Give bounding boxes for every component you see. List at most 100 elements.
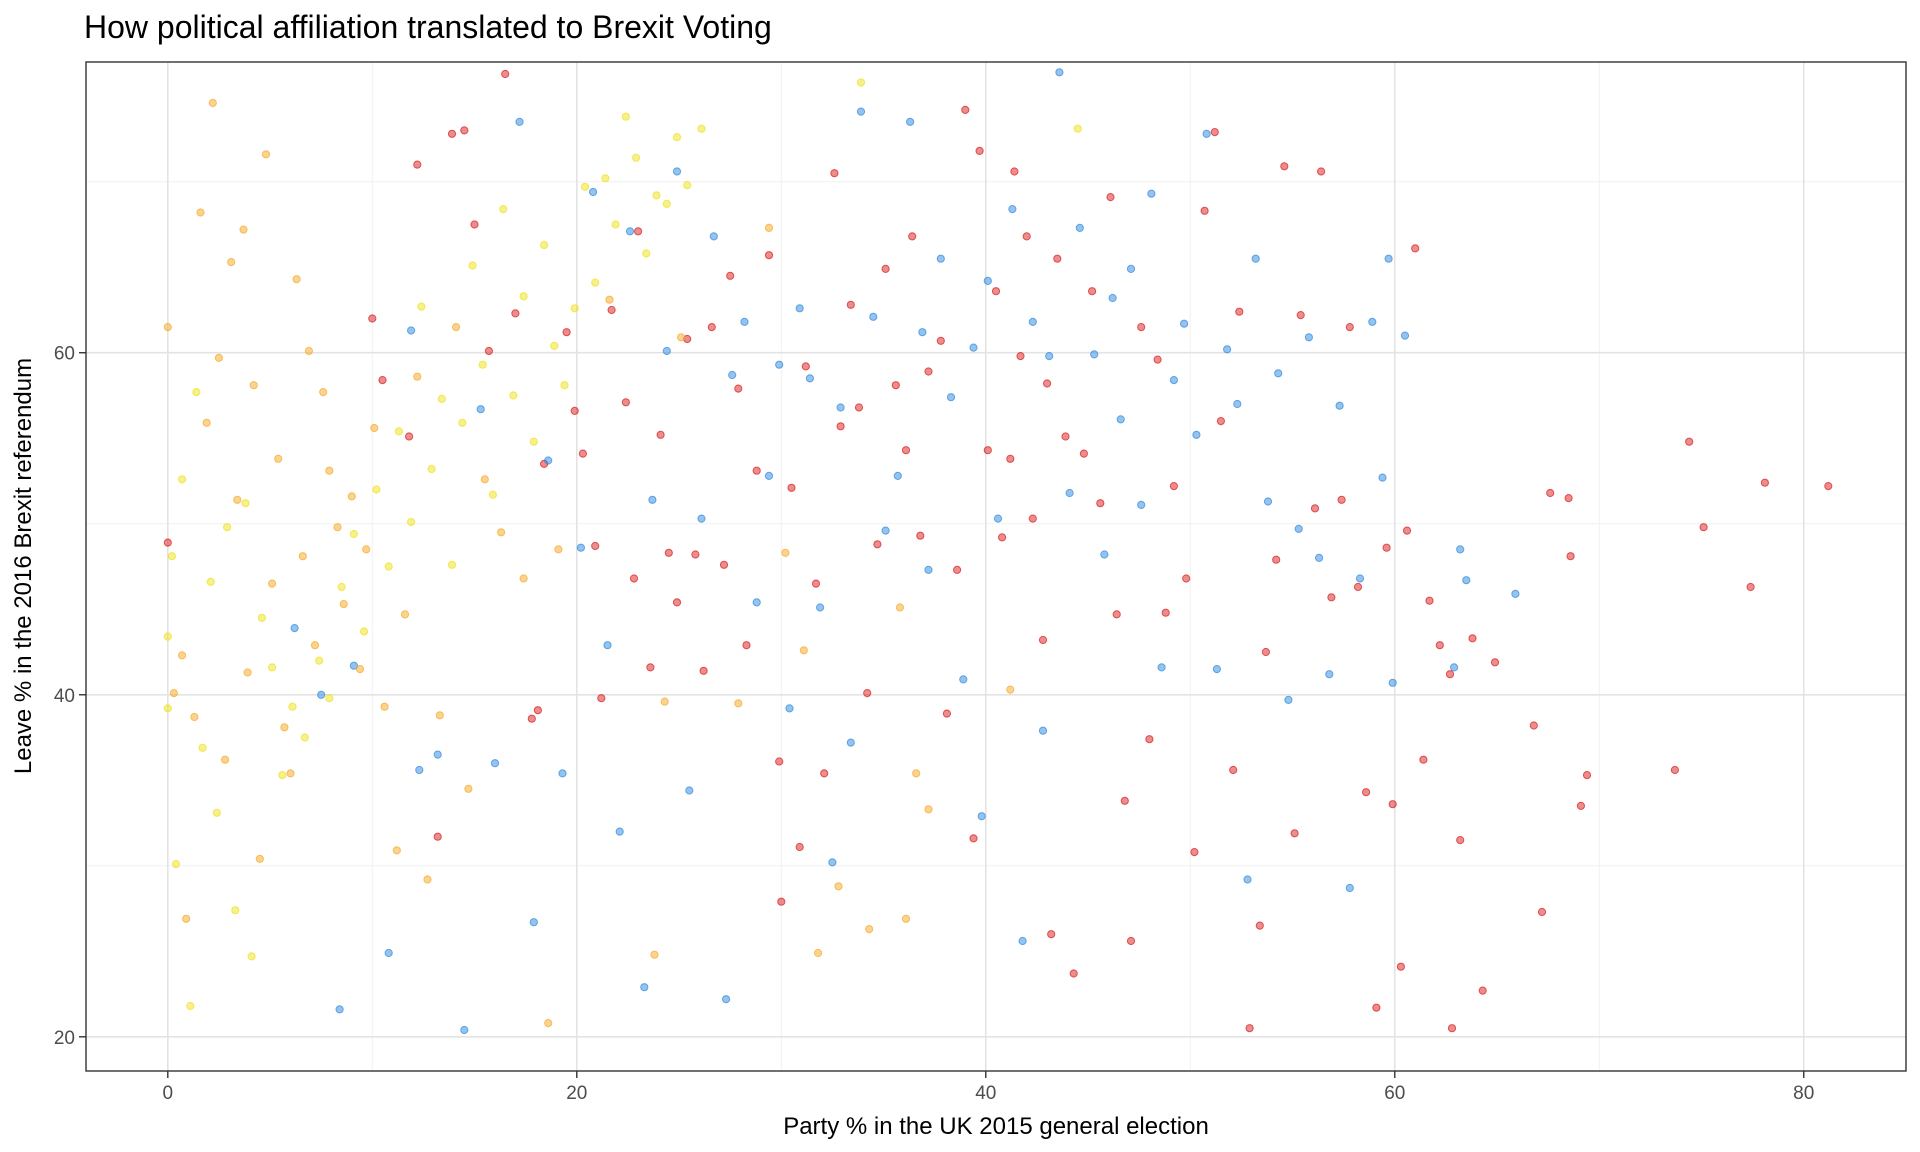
data-point-red xyxy=(991,287,1001,296)
data-point-blue xyxy=(335,1005,344,1014)
minor-gridlines xyxy=(86,62,1906,1071)
data-point-orange xyxy=(202,418,211,427)
data-point-orange xyxy=(912,769,921,778)
data-point-orange xyxy=(413,372,422,381)
data-point-blue xyxy=(1233,399,1242,409)
data-point-blue xyxy=(977,812,986,821)
data-point-yellow xyxy=(580,182,590,191)
data-point-orange xyxy=(319,388,328,397)
data-point-orange xyxy=(480,475,489,484)
data-point-orange xyxy=(261,150,271,159)
data-point-orange xyxy=(243,668,252,677)
data-point-blue xyxy=(764,471,774,480)
data-point-yellow xyxy=(206,577,215,587)
data-point-orange xyxy=(834,882,843,891)
data-point-red xyxy=(1310,504,1320,513)
data-point-red xyxy=(1435,641,1444,650)
data-point-blue xyxy=(349,661,358,670)
data-point-blue xyxy=(662,346,671,356)
data-point-blue xyxy=(936,254,945,263)
data-point-red xyxy=(801,362,810,371)
data-point-red xyxy=(1022,232,1031,241)
data-point-red xyxy=(764,251,774,260)
data-point-yellow xyxy=(178,475,187,484)
data-point-yellow xyxy=(437,394,446,403)
data-point-red xyxy=(1079,449,1089,458)
data-point-yellow xyxy=(278,771,287,780)
data-point-red xyxy=(775,757,784,766)
data-point-red xyxy=(1016,352,1025,361)
data-point-orange xyxy=(292,275,301,284)
x-tick-label: 80 xyxy=(1793,1083,1814,1104)
data-point-orange xyxy=(650,950,659,959)
data-point-red xyxy=(1216,417,1226,426)
data-point-blue xyxy=(1018,936,1027,946)
data-point-red xyxy=(1235,307,1244,316)
data-point-orange xyxy=(660,697,669,706)
data-point-red xyxy=(1210,128,1219,137)
data-point-red xyxy=(1245,1024,1254,1033)
data-point-red xyxy=(777,897,786,906)
data-point-red xyxy=(1126,936,1136,946)
data-point-blue xyxy=(648,495,657,504)
data-point-red xyxy=(811,579,821,588)
data-point-blue xyxy=(828,858,837,867)
data-point-red xyxy=(1006,454,1015,463)
data-point-blue xyxy=(846,738,855,747)
data-point-orange xyxy=(239,225,248,234)
data-point-red xyxy=(1229,765,1238,775)
data-point-red xyxy=(742,641,751,650)
data-point-red xyxy=(1447,1024,1457,1033)
data-point-blue xyxy=(1202,129,1211,138)
data-point-yellow xyxy=(509,391,518,400)
data-point-red xyxy=(1190,848,1199,857)
data-point-yellow xyxy=(247,952,256,961)
data-point-blue xyxy=(709,232,718,241)
data-point-blue xyxy=(415,765,424,775)
data-point-red xyxy=(961,105,970,115)
data-point-blue xyxy=(407,326,416,335)
data-point-red xyxy=(691,550,700,559)
data-point-orange xyxy=(924,805,933,814)
chart-title: How political affiliation translated to … xyxy=(84,9,772,45)
data-point-red xyxy=(1182,574,1191,583)
data-point-blue xyxy=(460,1025,469,1035)
data-point-red xyxy=(836,422,845,431)
data-point-blue xyxy=(1384,254,1393,263)
data-point-orange xyxy=(310,641,320,650)
data-point-orange xyxy=(362,545,371,554)
data-point-blue xyxy=(836,403,845,412)
data-point-blue xyxy=(1008,205,1017,214)
data-point-blue xyxy=(558,769,567,778)
data-point-orange xyxy=(901,914,911,923)
data-point-red xyxy=(1546,488,1555,498)
data-point-blue xyxy=(959,675,968,684)
data-point-red xyxy=(1699,523,1708,532)
data-point-red xyxy=(699,666,708,675)
data-point-yellow xyxy=(241,499,250,508)
y-axis-title: Leave % in the 2016 Brexit referendum xyxy=(10,358,37,774)
data-point-red xyxy=(1576,801,1586,811)
data-point-blue xyxy=(1028,317,1037,326)
data-point-yellow xyxy=(231,906,240,915)
data-point-red xyxy=(629,574,639,583)
data-point-blue xyxy=(795,304,804,313)
data-point-red xyxy=(646,663,655,672)
data-point-red xyxy=(1317,167,1326,176)
data-point-orange xyxy=(182,914,191,923)
data-point-red xyxy=(413,160,422,169)
data-point-red xyxy=(830,169,839,178)
data-point-blue xyxy=(1456,545,1465,554)
data-point-blue xyxy=(993,514,1003,523)
data-point-blue xyxy=(1304,333,1314,342)
data-point-yellow xyxy=(394,427,403,436)
data-point-yellow xyxy=(417,302,426,311)
data-point-blue xyxy=(1243,875,1252,884)
data-point-orange xyxy=(221,755,230,764)
data-point-yellow xyxy=(337,582,346,592)
data-point-blue xyxy=(1147,189,1156,198)
data-point-orange xyxy=(400,610,410,619)
data-point-blue xyxy=(740,317,749,326)
data-point-red xyxy=(1382,543,1391,552)
data-point-blue xyxy=(1055,68,1064,77)
